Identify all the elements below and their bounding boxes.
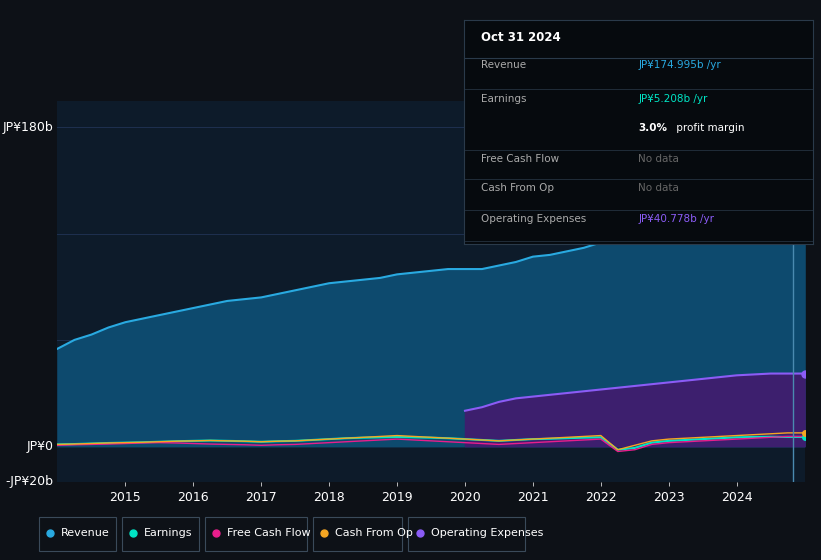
Text: No data: No data bbox=[639, 183, 679, 193]
Text: Revenue: Revenue bbox=[61, 529, 110, 538]
Text: JP¥174.995b /yr: JP¥174.995b /yr bbox=[639, 60, 721, 70]
Text: No data: No data bbox=[639, 154, 679, 164]
Text: Cash From Op: Cash From Op bbox=[481, 183, 554, 193]
Text: JP¥0: JP¥0 bbox=[27, 440, 53, 452]
Text: Operating Expenses: Operating Expenses bbox=[431, 529, 543, 538]
Text: Revenue: Revenue bbox=[481, 60, 526, 70]
Text: Free Cash Flow: Free Cash Flow bbox=[227, 529, 311, 538]
Text: Earnings: Earnings bbox=[481, 94, 527, 104]
Text: Operating Expenses: Operating Expenses bbox=[481, 214, 586, 225]
Text: JP¥5.208b /yr: JP¥5.208b /yr bbox=[639, 94, 708, 104]
Text: JP¥180b: JP¥180b bbox=[3, 121, 53, 134]
Text: Cash From Op: Cash From Op bbox=[335, 529, 413, 538]
Text: 3.0%: 3.0% bbox=[639, 123, 667, 133]
Text: JP¥40.778b /yr: JP¥40.778b /yr bbox=[639, 214, 714, 225]
Text: profit margin: profit margin bbox=[673, 123, 745, 133]
Text: Free Cash Flow: Free Cash Flow bbox=[481, 154, 559, 164]
Text: -JP¥20b: -JP¥20b bbox=[6, 475, 53, 488]
Text: Earnings: Earnings bbox=[144, 529, 193, 538]
Text: Oct 31 2024: Oct 31 2024 bbox=[481, 31, 561, 44]
